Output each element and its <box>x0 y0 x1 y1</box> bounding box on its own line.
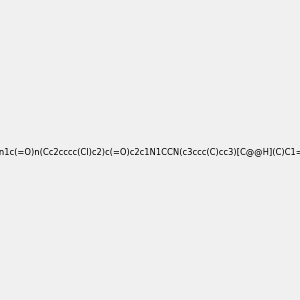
Text: Cn1c(=O)n(Cc2cccc(Cl)c2)c(=O)c2c1N1CCN(c3ccc(C)cc3)[C@@H](C)C1=N2: Cn1c(=O)n(Cc2cccc(Cl)c2)c(=O)c2c1N1CCN(c… <box>0 147 300 156</box>
